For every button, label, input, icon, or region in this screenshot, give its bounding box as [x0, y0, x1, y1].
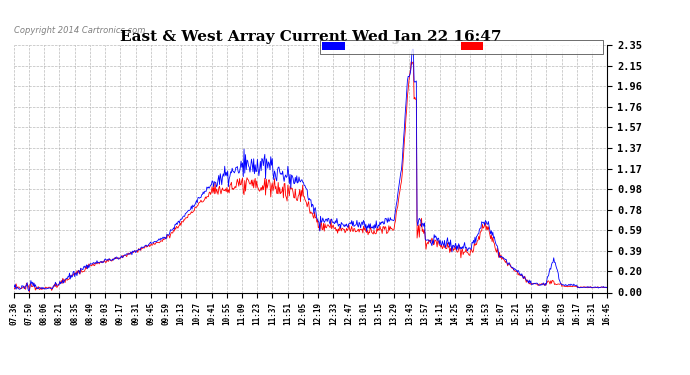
Title: East & West Array Current Wed Jan 22 16:47: East & West Array Current Wed Jan 22 16:…: [120, 30, 501, 44]
Legend: East Array (DC Amps), West Array (DC Amps): East Array (DC Amps), West Array (DC Amp…: [319, 40, 602, 54]
Text: Copyright 2014 Cartronics.com: Copyright 2014 Cartronics.com: [14, 26, 145, 35]
